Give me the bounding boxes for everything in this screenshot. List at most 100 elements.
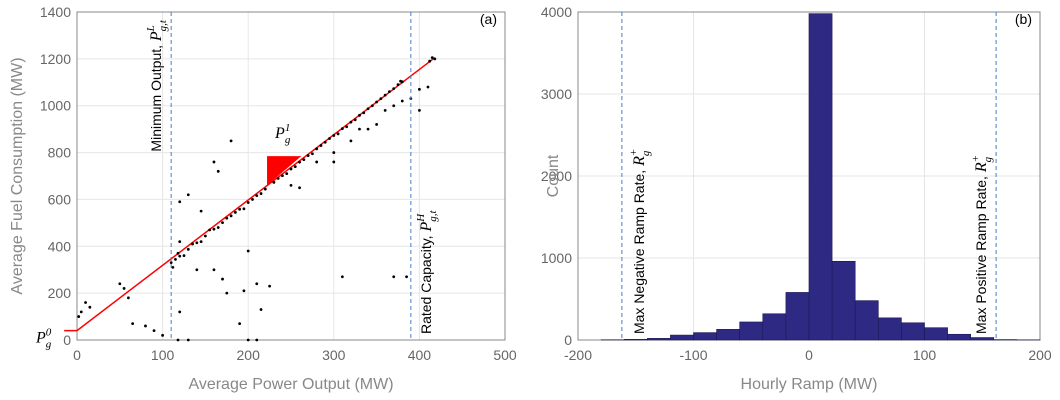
point [405, 275, 408, 279]
label-sub: g,t [427, 210, 439, 222]
x-tick-label: 0 [73, 347, 81, 363]
point [328, 137, 331, 140]
point [122, 287, 126, 290]
point [186, 247, 190, 251]
x-tick-label: 100 [913, 347, 937, 363]
point [332, 134, 336, 137]
point [353, 118, 357, 122]
point [191, 242, 194, 246]
point [392, 104, 396, 108]
bar [808, 13, 833, 341]
point [358, 127, 361, 131]
point [186, 338, 190, 342]
shape-label: Pg1 [274, 122, 291, 146]
y-tick-label: 600 [48, 191, 72, 207]
y-tick-label: 4000 [541, 4, 572, 20]
point [176, 251, 180, 255]
point [216, 169, 220, 173]
axes-frame [76, 11, 506, 341]
point [315, 147, 319, 151]
point [255, 194, 259, 198]
x-tick-label: 200 [1028, 347, 1052, 363]
x-axis-label: Hourly Ramp (MW) [741, 376, 878, 393]
point [311, 152, 314, 156]
x-tick-label: 100 [151, 347, 175, 363]
panel-label: (a) [480, 11, 497, 27]
x-tick-label: 200 [237, 347, 261, 363]
x-tick-label: 0 [805, 347, 813, 363]
point [272, 180, 276, 184]
point [118, 282, 122, 286]
label-text: Rated Capacity, [418, 232, 434, 334]
label-sub: g [285, 134, 291, 146]
point [336, 132, 340, 136]
point [306, 154, 310, 158]
panel-label: (b) [1015, 11, 1032, 27]
threshold-label: Rated Capacity, Pg,tH [415, 210, 439, 334]
point [263, 187, 267, 191]
point [242, 289, 246, 293]
point [88, 305, 92, 309]
fit-line [64, 57, 436, 332]
point [174, 258, 177, 261]
threshold-label: Minimum Output, Pg,tL [145, 19, 169, 152]
label-base: P [274, 125, 285, 142]
bar [670, 334, 694, 341]
x-tick-label: 300 [322, 347, 346, 363]
bar [785, 292, 810, 341]
label-base: R [973, 162, 990, 173]
point [225, 291, 229, 295]
point [399, 79, 402, 83]
y-tick-label: 1000 [40, 98, 71, 114]
point [379, 97, 383, 101]
point [289, 167, 293, 171]
point [259, 192, 263, 195]
bar [877, 317, 902, 341]
x-tick-label: 400 [408, 347, 432, 363]
point [375, 123, 378, 126]
point [208, 228, 212, 232]
point [246, 201, 250, 204]
y-tick-label: 3000 [541, 86, 572, 102]
point [246, 249, 250, 253]
point [298, 160, 301, 164]
bar [716, 329, 740, 341]
point [176, 338, 180, 342]
point [233, 210, 237, 214]
bar [947, 333, 971, 341]
point [392, 275, 396, 279]
point [238, 207, 242, 211]
point [169, 261, 173, 265]
label-base: P [418, 222, 435, 233]
point [383, 109, 387, 112]
point [375, 100, 378, 104]
point [255, 338, 259, 342]
y-tick-label: 2000 [541, 168, 572, 184]
bar [970, 337, 995, 341]
point [221, 221, 224, 225]
point [225, 216, 229, 220]
point [392, 87, 396, 91]
label-sub: g [640, 150, 652, 156]
x-tick-label: -200 [564, 347, 592, 363]
point [426, 85, 430, 89]
point [340, 275, 344, 279]
label-sup: H [415, 213, 427, 223]
point [178, 310, 182, 314]
y-tick-label: 800 [48, 145, 72, 161]
point [144, 324, 147, 328]
point [370, 104, 374, 108]
point [400, 99, 404, 103]
y-axis-label: Count [545, 154, 562, 197]
point [289, 183, 293, 187]
point [126, 296, 130, 300]
point [242, 207, 246, 211]
bar [693, 332, 717, 341]
label-text: Minimum Output, [148, 41, 164, 151]
label-base: P [35, 330, 46, 347]
point [319, 144, 323, 147]
point [195, 241, 199, 245]
bar [924, 327, 948, 341]
point [293, 165, 297, 169]
point [298, 186, 301, 190]
